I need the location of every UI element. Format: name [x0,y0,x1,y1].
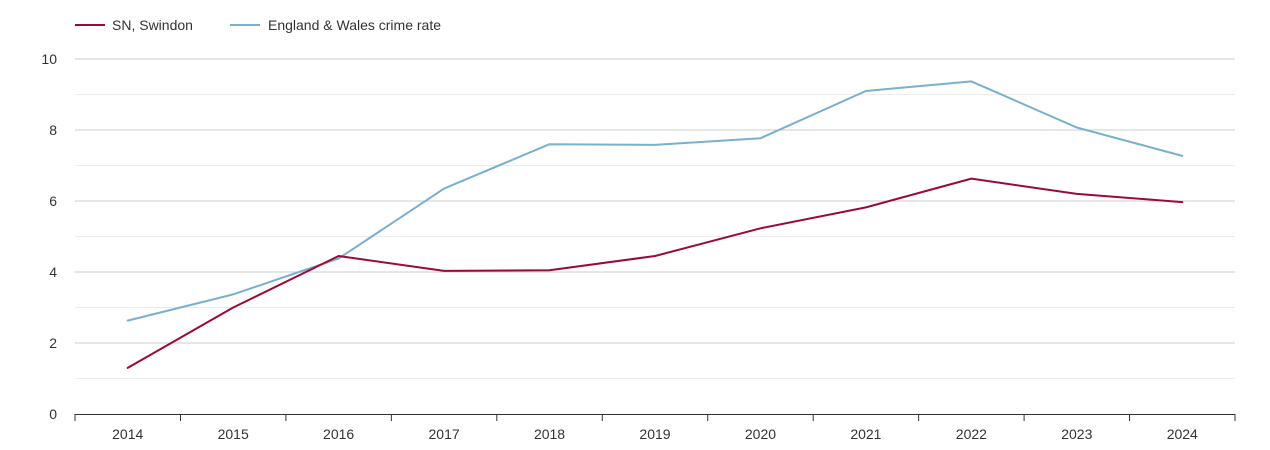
x-tick-label: 2020 [745,426,776,442]
y-tick-label: 4 [49,264,57,280]
y-tick-label: 2 [49,335,57,351]
x-tick-label: 2017 [429,426,460,442]
x-tick-label: 2014 [112,426,143,442]
y-tick-label: 6 [49,193,57,209]
series-line-swindon [126,177,1184,369]
x-tick-label: 2015 [218,426,249,442]
series-line-england-wales [126,80,1184,322]
series-lines [126,80,1184,369]
y-tick-label: 0 [49,406,57,422]
x-tick-label: 2019 [639,426,670,442]
x-tick-label: 2021 [850,426,881,442]
legend-label-swindon: SN, Swindon [112,17,193,33]
x-tick-label: 2018 [534,426,565,442]
grid-lines [75,58,1235,379]
y-axis: 0 2 4 6 8 10 [41,51,57,422]
x-tick-label: 2016 [323,426,354,442]
chart-legend: SN, Swindon England & Wales crime rate [75,17,441,33]
x-axis: 2014 2015 2016 2017 2018 2019 2020 2021 2022 2023… [74,414,1236,442]
x-tick-label: 2023 [1061,426,1092,442]
y-tick-label: 10 [41,51,57,67]
x-tick-label: 2022 [956,426,987,442]
legend-label-england-wales: England & Wales crime rate [268,17,441,33]
x-tick-label: 2024 [1167,426,1198,442]
y-tick-label: 8 [49,122,57,138]
